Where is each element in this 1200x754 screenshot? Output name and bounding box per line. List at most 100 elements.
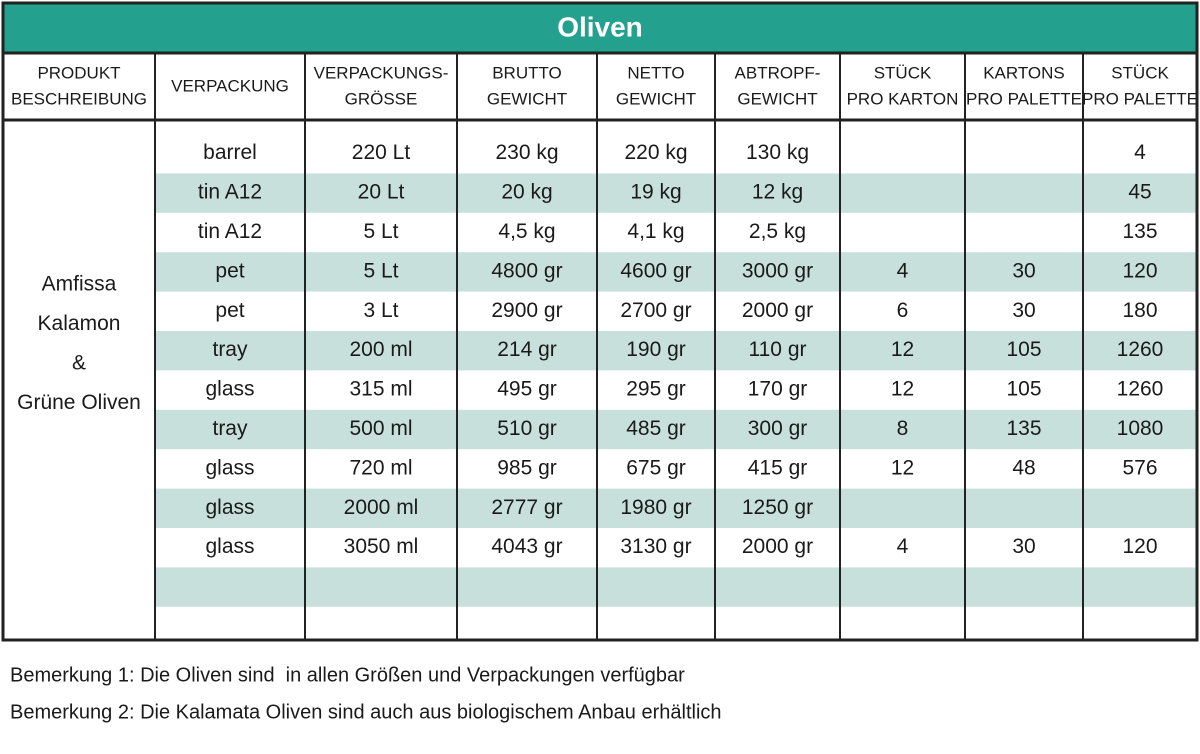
table-grid xyxy=(1,1,1199,642)
table-cell: 1250 gr xyxy=(742,496,813,519)
table-cell: 4 xyxy=(897,535,909,558)
note: Bemerkung 2: Die Kalamata Oliven sind au… xyxy=(10,701,722,723)
row-shade xyxy=(155,488,1197,528)
table-cell: pet xyxy=(215,259,244,282)
table-cell: 675 gr xyxy=(626,456,686,479)
product-description: Kalamon xyxy=(38,312,121,335)
table-cell: 135 xyxy=(1122,220,1157,243)
table-cell: 105 xyxy=(1006,338,1041,361)
column-header: VERPACKUNGS- xyxy=(314,63,449,82)
product-description: Grüne Oliven xyxy=(17,391,141,414)
table-cell: 3 Lt xyxy=(363,299,398,322)
table-cell: 20 kg xyxy=(501,181,552,204)
table-cell: 20 Lt xyxy=(358,181,405,204)
table-cell: 19 kg xyxy=(630,181,681,204)
table-title: Oliven xyxy=(557,11,643,42)
column-header: GRÖSSE xyxy=(345,89,418,108)
table-cell: 1260 xyxy=(1117,378,1164,401)
product-description: Amfissa xyxy=(42,273,117,296)
table-cell: 2000 gr xyxy=(742,535,813,558)
table-cell: 120 xyxy=(1122,259,1157,282)
table-cell: 45 xyxy=(1128,181,1151,204)
table-cell: 135 xyxy=(1006,417,1041,440)
column-header: VERPACKUNG xyxy=(171,76,289,95)
table-cell: glass xyxy=(205,496,254,519)
column-header: GEWICHT xyxy=(737,89,817,108)
table-cell: 30 xyxy=(1012,535,1035,558)
column-header: GEWICHT xyxy=(616,89,696,108)
column-header: KARTONS xyxy=(983,63,1065,82)
table-cell: 720 ml xyxy=(349,456,412,479)
note: Bemerkung 1: Die Oliven sind in allen Gr… xyxy=(10,664,685,686)
table-cell: 2000 ml xyxy=(344,496,419,519)
table-cell: 485 gr xyxy=(626,417,686,440)
table-cell: 2900 gr xyxy=(491,299,562,322)
table-cell: 2,5 kg xyxy=(749,220,806,243)
row-shade xyxy=(155,567,1197,607)
table-border xyxy=(1,1,1199,642)
table-cell: 110 gr xyxy=(749,338,807,361)
column-header: PRO PALETTE xyxy=(966,89,1082,108)
column-header: BRUTTO xyxy=(492,63,562,82)
table-cell: glass xyxy=(205,535,254,558)
table-cell: barrel xyxy=(203,141,257,164)
table-cell: pet xyxy=(215,299,244,322)
table-cell: 2700 gr xyxy=(620,299,691,322)
table-cell: 295 gr xyxy=(626,378,686,401)
table-cell: 576 xyxy=(1122,456,1157,479)
table-cell: 985 gr xyxy=(497,456,557,479)
table-cell: tray xyxy=(212,338,248,361)
table-cell: 180 xyxy=(1122,299,1157,322)
table-cell: tin A12 xyxy=(198,220,262,243)
table-cell: 4,5 kg xyxy=(498,220,555,243)
row-shade xyxy=(155,173,1197,213)
table-cell: 170 gr xyxy=(748,378,808,401)
table-cell: 30 xyxy=(1012,299,1035,322)
table-cell: 190 gr xyxy=(626,338,686,361)
column-header: PRO PALETTE xyxy=(1082,89,1198,108)
table-cell: 3050 ml xyxy=(344,535,419,558)
table-cell: 12 xyxy=(891,378,914,401)
column-header: BESCHREIBUNG xyxy=(11,89,147,108)
table-cell: tray xyxy=(212,417,248,440)
column-header: STÜCK xyxy=(1111,63,1169,82)
table-cells: PRODUKT BESCHREIBUNG VERPACKUNG VERPACKUNGS… xyxy=(11,63,1198,558)
table-cell: 12 xyxy=(891,456,914,479)
table-cell: 120 xyxy=(1122,535,1157,558)
product-description: & xyxy=(72,352,86,375)
table-cell: 12 kg xyxy=(752,181,803,204)
table-cell: 200 ml xyxy=(349,338,412,361)
table-cell: 6 xyxy=(897,299,909,322)
table-cell: glass xyxy=(205,456,254,479)
column-header: STÜCK xyxy=(874,63,932,82)
column-header: PRO KARTON xyxy=(847,89,959,108)
table-cell: 510 gr xyxy=(497,417,557,440)
row-shade xyxy=(155,331,1197,371)
table-cell: 415 gr xyxy=(748,456,808,479)
table-cell: 495 gr xyxy=(497,378,557,401)
table-cell: 214 gr xyxy=(497,338,557,361)
table-cell: 1260 xyxy=(1117,338,1164,361)
table-cell: 4600 gr xyxy=(620,259,691,282)
table-cell: 230 kg xyxy=(495,141,558,164)
table-cell: 4800 gr xyxy=(491,259,562,282)
table-cell: tin A12 xyxy=(198,181,262,204)
table-cell: 5 Lt xyxy=(363,220,398,243)
title-bar xyxy=(3,3,1197,53)
row-shade xyxy=(155,409,1197,450)
column-header: GEWICHT xyxy=(487,89,567,108)
table-cell: 48 xyxy=(1012,456,1035,479)
table-cell: 4,1 kg xyxy=(627,220,684,243)
table-cell: 4 xyxy=(897,259,909,282)
row-shade xyxy=(155,252,1197,292)
table-cell: glass xyxy=(205,378,254,401)
table-cell: 1080 xyxy=(1117,417,1164,440)
table-cell: 8 xyxy=(897,417,909,440)
table-cell: 2777 gr xyxy=(491,496,562,519)
table-cell: 315 ml xyxy=(349,378,412,401)
table-cell: 2000 gr xyxy=(742,299,813,322)
table-cell: 4043 gr xyxy=(491,535,562,558)
table-cell: 300 gr xyxy=(748,417,808,440)
